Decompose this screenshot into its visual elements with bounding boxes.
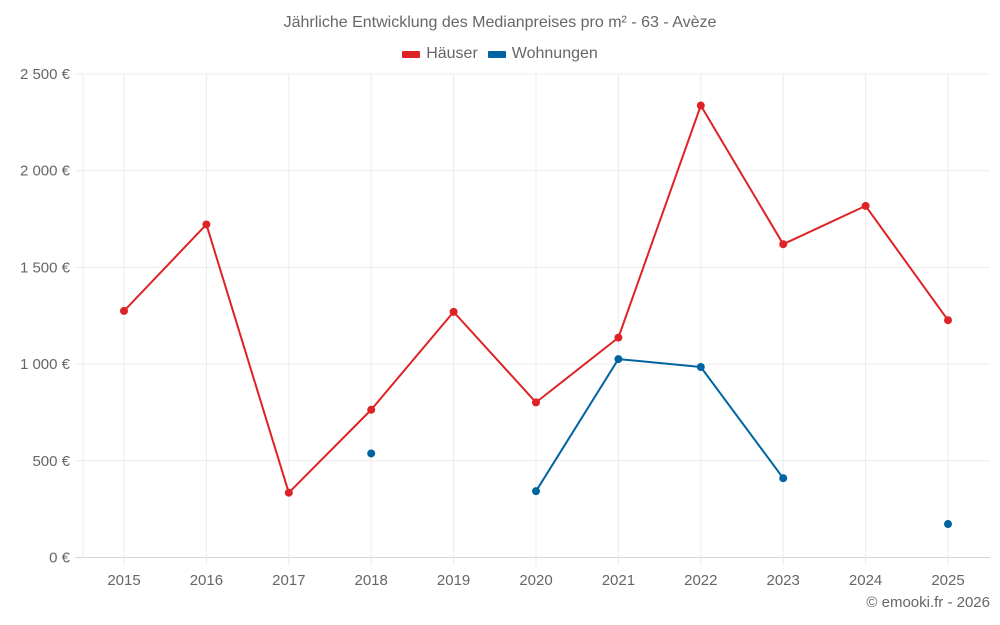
y-tick-label: 2 000 € [20, 163, 71, 180]
data-point[interactable] [202, 220, 211, 229]
copyright-credit: © emooki.fr - 2026 [866, 594, 990, 611]
x-tick-label: 2019 [437, 572, 470, 589]
legend-label-haeuser: Häuser [426, 45, 478, 62]
data-point[interactable] [779, 474, 788, 483]
data-point[interactable] [861, 201, 870, 210]
legend-item-haeuser[interactable]: Häuser [402, 45, 478, 63]
data-point[interactable] [120, 306, 128, 315]
data-point[interactable] [614, 355, 623, 364]
data-point[interactable] [367, 449, 376, 458]
x-tick-label: 2015 [107, 572, 140, 589]
y-tick-label: 500 € [32, 453, 70, 470]
data-point[interactable] [944, 520, 952, 529]
x-tick-label: 2022 [684, 572, 717, 589]
chart-legend: Häuser Wohnungen [0, 45, 1000, 63]
legend-swatch-wohnungen [487, 50, 506, 58]
data-point[interactable] [532, 398, 540, 407]
data-point[interactable] [367, 405, 376, 414]
x-tick-label: 2017 [272, 572, 305, 589]
data-point[interactable] [449, 307, 458, 316]
legend-item-wohnungen[interactable]: Wohnungen [487, 45, 598, 63]
x-tick-label: 2024 [849, 572, 882, 589]
chart-title: Jährliche Entwicklung des Medianpreises … [283, 14, 717, 31]
data-point[interactable] [532, 487, 540, 496]
x-axis: 2015 2016 2017 2018 2019 2020 2021 2022 2023 2024… [107, 572, 964, 589]
y-tick-label: 1 500 € [20, 259, 71, 276]
legend-label-wohnungen: Wohnungen [511, 45, 598, 62]
y-tick-label: 0 € [49, 550, 71, 567]
data-point[interactable] [284, 488, 293, 497]
legend-swatch-haeuser [402, 50, 421, 58]
series-haeuser [120, 101, 952, 497]
y-tick-label: 1 000 € [20, 356, 71, 373]
y-tick-label: 2 500 € [20, 66, 71, 83]
data-point[interactable] [696, 101, 705, 110]
x-tick-label: 2021 [602, 572, 635, 589]
data-series [120, 101, 952, 529]
y-axis: 0 € 500 € 1 000 € 1 500 € 2 000 € 2 500 € [20, 66, 71, 567]
data-point[interactable] [944, 316, 952, 325]
x-tick-label: 2020 [519, 572, 552, 589]
data-point[interactable] [696, 363, 705, 372]
data-point[interactable] [614, 333, 623, 342]
x-tick-label: 2025 [931, 572, 964, 589]
x-tick-label: 2018 [355, 572, 388, 589]
series-line [535, 358, 785, 492]
x-tick-label: 2016 [190, 572, 223, 589]
x-tick-label: 2023 [767, 572, 800, 589]
gridlines [75, 73, 990, 566]
series-wohnungen [367, 355, 952, 529]
data-point[interactable] [779, 240, 788, 249]
